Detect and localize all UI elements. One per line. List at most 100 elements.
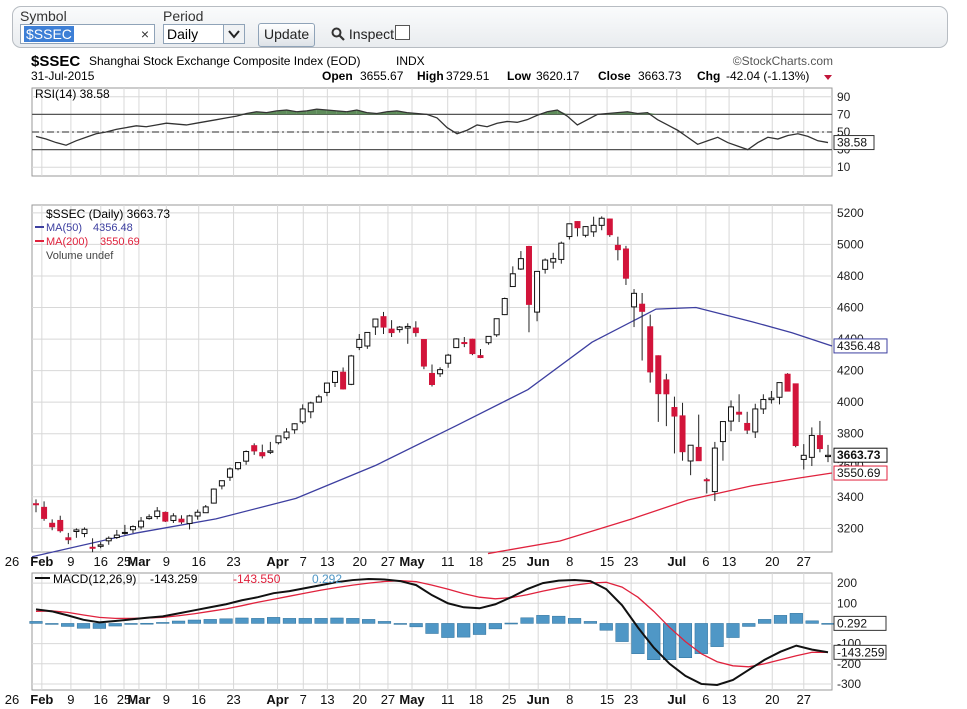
macd-histogram-bar bbox=[267, 617, 281, 624]
candle-body bbox=[267, 450, 274, 453]
price-x-tick: May bbox=[399, 554, 425, 569]
candle-body bbox=[493, 318, 500, 336]
chevron-down-icon[interactable] bbox=[223, 25, 244, 43]
candle-body bbox=[719, 421, 726, 443]
candle-body bbox=[776, 382, 783, 398]
price-x-tick: 16 bbox=[94, 554, 108, 569]
price-x-tick: 13 bbox=[722, 554, 736, 569]
rsi-value-tag bbox=[833, 135, 875, 151]
volume-legend: Volume undef bbox=[46, 250, 114, 262]
low-value: 3620.17 bbox=[536, 69, 580, 83]
candle-body bbox=[566, 223, 573, 238]
candle-body bbox=[744, 422, 751, 431]
price-x-tick: 23 bbox=[624, 554, 638, 569]
candle-body bbox=[356, 338, 363, 348]
price-x-tick: 15 bbox=[600, 554, 614, 569]
candle-body bbox=[606, 218, 613, 236]
macd-y-tick: -300 bbox=[837, 677, 861, 691]
macd-histogram-bar bbox=[76, 623, 91, 629]
macd-x-tick: 9 bbox=[163, 692, 170, 707]
rsi-overbought-fill bbox=[286, 110, 297, 115]
search-icon bbox=[331, 27, 345, 41]
rsi-y-tick: 10 bbox=[837, 160, 851, 174]
candle-body bbox=[97, 544, 104, 547]
macd-histogram-bar bbox=[61, 623, 75, 627]
candle-body bbox=[170, 515, 177, 521]
macd-x-tick: Apr bbox=[266, 692, 288, 707]
macd-x-tick: 27 bbox=[797, 692, 811, 707]
macd-x-tick: 26 bbox=[5, 692, 19, 707]
candle-body bbox=[307, 402, 314, 413]
macd-histogram-bar bbox=[235, 617, 249, 624]
macd-histogram-bar bbox=[504, 622, 518, 625]
candle-body bbox=[396, 326, 403, 331]
macd-histogram-bar bbox=[678, 623, 693, 658]
macd-histogram-bar bbox=[488, 623, 502, 630]
macd-x-tick: 7 bbox=[300, 692, 307, 707]
chg-label: Chg bbox=[697, 69, 720, 83]
candle-body bbox=[784, 373, 791, 392]
rsi-y-tick: 90 bbox=[837, 90, 851, 104]
macd-legend-title: MACD(12,26,9) bbox=[53, 572, 136, 586]
candle-body bbox=[711, 447, 718, 493]
candle-body bbox=[251, 445, 258, 452]
symbol-input-value: $SSEC bbox=[24, 26, 74, 42]
candle-body bbox=[259, 452, 266, 457]
price-y-tick: 4600 bbox=[837, 301, 864, 315]
ma50-legend-label: MA(50) bbox=[46, 222, 82, 234]
update-button[interactable]: Update bbox=[258, 23, 316, 47]
macd-y-tick: -200 bbox=[837, 657, 861, 671]
price-panel: 5200500048004600440042004000380036003400… bbox=[31, 204, 888, 558]
clear-icon[interactable]: × bbox=[140, 26, 149, 42]
candle-body bbox=[210, 488, 217, 504]
signal-legend-value: -143.550 bbox=[233, 572, 281, 586]
candle-body bbox=[138, 520, 145, 528]
chart-exchange: INDX bbox=[396, 54, 425, 68]
price-x-tick: 6 bbox=[702, 554, 709, 569]
macd-x-tick: 8 bbox=[566, 692, 573, 707]
macd-histogram-bar bbox=[219, 618, 233, 624]
inspect-toggle[interactable]: Inspect bbox=[331, 25, 411, 43]
ma50-line bbox=[31, 306, 833, 558]
macd-x-tick: 20 bbox=[352, 692, 366, 707]
macd-x-tick: Feb bbox=[30, 692, 53, 707]
macd-x-tick: 16 bbox=[94, 692, 108, 707]
price-y-tick: 4800 bbox=[837, 269, 864, 283]
price-x-tick: 26 bbox=[5, 554, 19, 569]
macd-x-tick: 9 bbox=[67, 692, 74, 707]
macd-x-tick: 18 bbox=[469, 692, 483, 707]
symbol-toolbar: Symbol Period $SSEC × Daily Update Inspe… bbox=[12, 6, 948, 48]
rsi-overbought-fill bbox=[346, 110, 357, 115]
candle-body bbox=[186, 515, 193, 524]
candle-body bbox=[534, 270, 541, 313]
candle-body bbox=[501, 298, 508, 316]
ma50-legend-value: 4356.48 bbox=[93, 222, 133, 234]
candle-body bbox=[49, 522, 56, 528]
candle-body bbox=[453, 338, 460, 349]
inspect-checkbox[interactable] bbox=[395, 25, 411, 40]
rsi-overbought-fill bbox=[557, 110, 568, 115]
macd-histogram-bar bbox=[457, 623, 471, 638]
symbol-input[interactable]: $SSEC × bbox=[20, 24, 155, 44]
high-value: 3729.51 bbox=[446, 69, 490, 83]
price-tag-label: 3550.69 bbox=[837, 466, 881, 480]
candle-body bbox=[525, 245, 532, 305]
macd-histogram-bar bbox=[789, 613, 803, 624]
candle-body bbox=[647, 326, 654, 373]
macd-histogram-bar bbox=[742, 623, 756, 627]
candle-body bbox=[800, 454, 807, 460]
candle-body bbox=[364, 331, 371, 347]
price-y-tick: 5200 bbox=[837, 206, 864, 220]
price-x-tick: 20 bbox=[765, 554, 779, 569]
macd-value-tag bbox=[833, 615, 887, 631]
price-x-tick: 13 bbox=[320, 554, 334, 569]
price-tag-label: 4356.48 bbox=[837, 339, 881, 353]
candle-body bbox=[509, 273, 516, 288]
candle-body bbox=[291, 423, 298, 431]
candle-body bbox=[671, 407, 678, 417]
price-x-tick: Apr bbox=[266, 554, 288, 569]
price-tag-label: 3663.73 bbox=[837, 448, 881, 462]
period-select[interactable]: Daily bbox=[163, 24, 245, 44]
candle-body bbox=[323, 382, 330, 393]
macd-y-tick: 200 bbox=[837, 576, 857, 590]
